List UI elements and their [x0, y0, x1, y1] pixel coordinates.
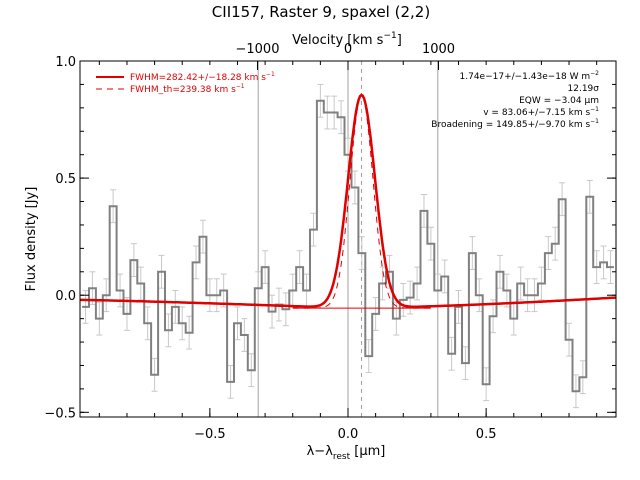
top-tick-label: 1000 — [422, 42, 455, 57]
legend-thermal-label: FWHM_th=239.38 km s−1 — [130, 83, 245, 95]
annotation-significance: 12.19σ — [568, 84, 600, 94]
x-tick-label: 0.5 — [476, 427, 497, 442]
annotation-velocity: v = 83.06+/−7.15 km s−1 — [483, 106, 599, 118]
y-tick-label: 0.5 — [55, 172, 76, 187]
y-tick-label: 0.0 — [55, 289, 76, 304]
gaussian-fit-curve — [80, 93, 616, 308]
x-tick-label: 0.0 — [338, 427, 359, 442]
legend-fit-label: FWHM=282.42+/−18.28 km s−1 — [130, 71, 275, 83]
top-axis-label: Velocity [km s−1] — [292, 31, 402, 48]
thermal-width-curve — [292, 94, 431, 309]
top-tick-label: −1000 — [236, 42, 280, 57]
legend: FWHM=282.42+/−18.28 km s−1 FWHM_th=239.3… — [96, 71, 275, 95]
fit-annotations: 1.74e−17+/−1.43e−18 W m−2 12.19σ EQW = −… — [431, 70, 599, 130]
top-tick-label: 0 — [344, 42, 352, 57]
annotation-eqw: EQW = −3.04 μm — [519, 96, 599, 106]
y-tick-label: −0.5 — [44, 406, 76, 421]
chart-title: CII157, Raster 9, spaxel (2,2) — [212, 3, 430, 21]
x-axis-label: λ−λrest [μm] — [307, 444, 386, 462]
y-tick-label: 1.0 — [55, 55, 76, 70]
annotation-broadening: Broadening = 149.85+/−9.70 km s−1 — [431, 118, 599, 130]
annotation-line-flux: 1.74e−17+/−1.43e−18 W m−2 — [460, 70, 600, 82]
y-axis-label: Flux density [Jy] — [24, 187, 39, 292]
x-tick-label: −0.5 — [194, 427, 226, 442]
